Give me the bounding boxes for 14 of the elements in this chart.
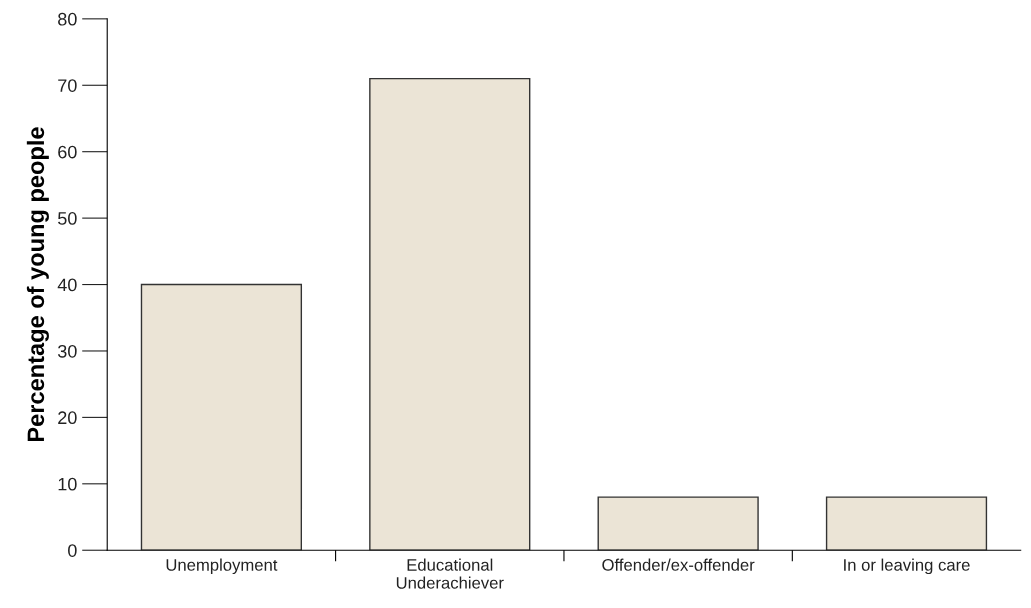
x-tick-label: Unemployment: [166, 558, 278, 575]
y-tick-label: 80: [58, 12, 77, 26]
x-tick-label: In or leaving care: [844, 558, 970, 575]
y-tick-label: 40: [57, 278, 77, 292]
y-tick-label: 60: [58, 145, 77, 159]
x-tick-label: Educational Underachiever: [396, 558, 504, 589]
y-tick-label: 70: [58, 79, 77, 92]
x-tick-label: Offender/ex-offender: [602, 558, 755, 571]
y-tick-label: 10: [58, 477, 77, 491]
y-tick-label: 30: [57, 344, 77, 358]
y-tick-label: 50: [58, 212, 77, 225]
y-tick-label: 0: [68, 544, 77, 557]
y-tick-label: 20: [58, 411, 77, 425]
y-axis-title: Percentage of young people: [26, 127, 49, 442]
